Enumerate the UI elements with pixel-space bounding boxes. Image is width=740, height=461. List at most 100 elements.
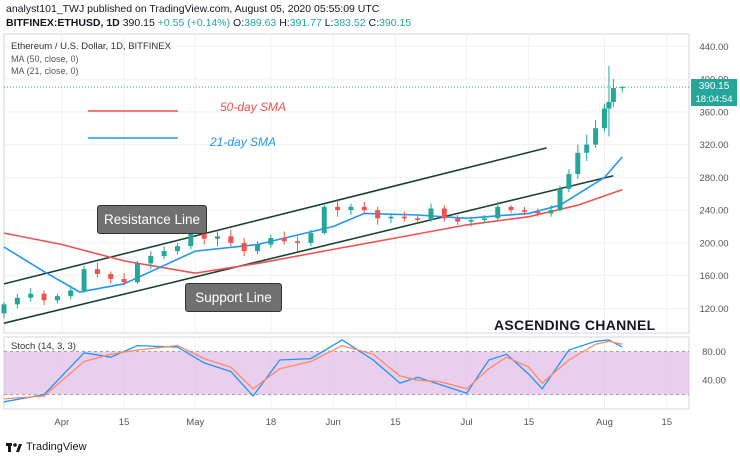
footer: TradingView — [6, 441, 87, 453]
candle-body — [295, 241, 301, 243]
price-tick-label: 160.00 — [699, 271, 728, 282]
time-tick-label: Apr — [54, 417, 69, 428]
stoch-d-line — [3, 340, 623, 400]
resistance-line-label: Resistance Line — [97, 205, 207, 234]
ascending-channel — [3, 147, 614, 324]
candle-body — [188, 233, 194, 247]
candle-body — [41, 293, 47, 301]
countdown-tag: 18:04:54 — [691, 93, 737, 106]
stoch-label: Stoch (14, 3, 3) — [11, 341, 76, 352]
candle-body — [215, 236, 221, 239]
candle-body — [415, 218, 421, 220]
channel-label: ASCENDING CHANNEL — [494, 317, 656, 333]
candle-body — [481, 218, 487, 220]
candle-body — [606, 101, 612, 109]
publish-text: analyst101_TWJ published on TradingView.… — [6, 3, 380, 15]
candle-body — [68, 290, 74, 297]
candle-body — [201, 233, 207, 239]
candle-body — [455, 218, 461, 222]
candle-body — [94, 269, 100, 275]
candle-body — [495, 206, 501, 219]
candle-body — [281, 237, 287, 242]
price-tick-label: 320.00 — [699, 140, 728, 151]
price-tick-label: 120.00 — [699, 304, 728, 315]
low-value: 383.52 — [333, 17, 366, 29]
candle-body — [566, 174, 572, 189]
sma-lines — [3, 110, 623, 293]
symbol-info: BITFINEX:ETHUSD, 1D 390.15 +0.55 (+0.14%… — [6, 17, 411, 29]
time-tick-label: Jul — [461, 417, 473, 428]
candle-body — [174, 246, 180, 252]
time-tick-label: 15 — [119, 417, 130, 428]
candle-body — [148, 255, 154, 264]
candle-body — [108, 274, 114, 279]
candle-body — [521, 210, 527, 212]
candle-body — [348, 206, 354, 211]
legend-sma50: 50-day SMA — [220, 100, 287, 114]
price-pane-border — [3, 33, 690, 334]
ma21-label: MA (21, close, 0) — [11, 66, 79, 76]
candle-body — [121, 278, 127, 283]
time-tick-label: Aug — [596, 417, 613, 428]
candle-body — [81, 269, 87, 291]
candle-body — [388, 216, 394, 219]
candle-body — [361, 206, 367, 211]
candle-body — [610, 88, 616, 102]
sma21-line — [3, 156, 623, 293]
last-price: 390.15 — [122, 17, 155, 29]
axes: 120.00 160.00 200.00 240.00 280.00 320.00 360.… — [54, 42, 728, 428]
stoch-overbought-oversold-band — [4, 351, 689, 395]
stoch-k-line — [3, 339, 623, 403]
stoch-tick-label: 80.00 — [702, 347, 726, 358]
high-value: 391.77 — [289, 17, 322, 29]
candle-body — [548, 210, 554, 214]
time-tick-label: May — [186, 417, 204, 428]
candle-body — [268, 237, 274, 245]
support-line-label: Support Line — [185, 283, 282, 312]
time-tick-label: 15 — [524, 417, 535, 428]
candle-body — [14, 297, 20, 305]
candle-body — [228, 236, 234, 243]
candle-body — [375, 210, 381, 219]
close-label: C: — [368, 17, 380, 29]
candle-body — [584, 144, 590, 153]
price-tick-label: 240.00 — [699, 206, 728, 217]
chart-title: Ethereum / U.S. Dollar, 1D, BITFINEX — [11, 41, 171, 52]
support-line — [3, 174, 614, 324]
publish-info: analyst101_TWJ published on TradingView.… — [6, 3, 379, 15]
price-change: +0.55 (+0.14%) — [157, 17, 231, 29]
ma50-label: MA (50, close, 0) — [11, 54, 79, 64]
candle-body — [335, 206, 341, 211]
candle-body — [508, 206, 514, 211]
time-tick-label: 18 — [266, 417, 277, 428]
candle-body — [134, 263, 140, 283]
candle-body — [401, 216, 407, 219]
candle-body — [441, 208, 447, 219]
tradingview-brand: TradingView — [26, 441, 87, 453]
candle-body — [308, 233, 314, 243]
candle-body — [468, 219, 474, 222]
candle-body — [557, 188, 563, 211]
high-label: H: — [279, 17, 290, 29]
candle-body — [161, 251, 167, 256]
time-tick-label: 15 — [390, 417, 401, 428]
stoch-tick-label: 40.00 — [702, 376, 726, 387]
open-label: O: — [233, 17, 245, 29]
price-tick-label: 200.00 — [699, 238, 728, 249]
open-value: 389.63 — [244, 17, 277, 29]
tradingview-logo-icon — [6, 442, 22, 453]
low-label: L: — [324, 17, 334, 29]
candle-body — [1, 304, 7, 314]
candle-body — [575, 152, 581, 175]
candle-body — [28, 293, 34, 298]
candle-body — [321, 206, 327, 234]
candle-body — [54, 296, 60, 301]
candle-body — [535, 211, 541, 214]
legend-sma21: 21-day SMA — [210, 135, 277, 149]
price-tick-label: 360.00 — [699, 107, 728, 118]
price-tick-label: 440.00 — [699, 42, 728, 53]
last-price-tag: 390.15 — [691, 79, 737, 93]
resistance-line — [3, 147, 547, 285]
